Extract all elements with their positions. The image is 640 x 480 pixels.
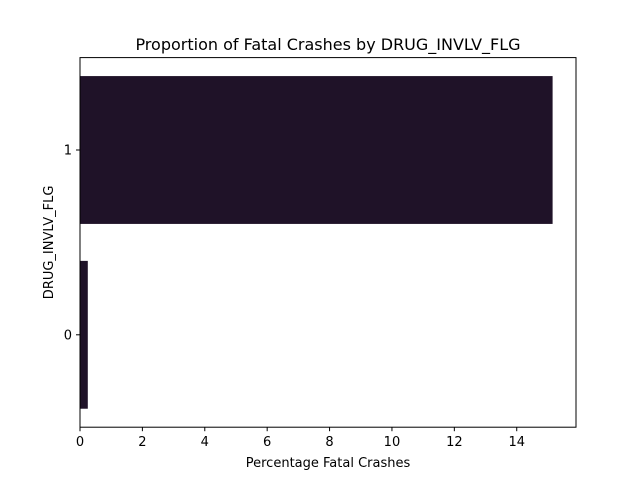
bars-group (80, 76, 553, 409)
plot-frame (79, 57, 577, 428)
chart-title: Proportion of Fatal Crashes by DRUG_INVL… (135, 35, 520, 55)
x-tick-label: 10 (384, 435, 401, 450)
x-tick-label: 0 (76, 435, 84, 450)
x-axis-ticks: 0 2 4 6 8 10 12 14 (76, 427, 525, 450)
y-tick-label: 1 (64, 144, 72, 159)
y-tick-label: 0 (64, 328, 72, 343)
x-axis-title: Percentage Fatal Crashes (246, 456, 411, 471)
y-axis-ticks: 01 (64, 144, 80, 343)
x-tick-label: 2 (138, 435, 146, 450)
x-tick-label: 4 (201, 435, 209, 450)
x-tick-label: 14 (508, 435, 525, 450)
x-tick-label: 6 (263, 435, 271, 450)
x-tick-label: 12 (446, 435, 463, 450)
bar-0 (80, 260, 88, 409)
y-axis-title: DRUG_INVLV_FLG (42, 186, 57, 300)
x-tick-label: 8 (325, 435, 333, 450)
bar-1 (80, 76, 553, 224)
